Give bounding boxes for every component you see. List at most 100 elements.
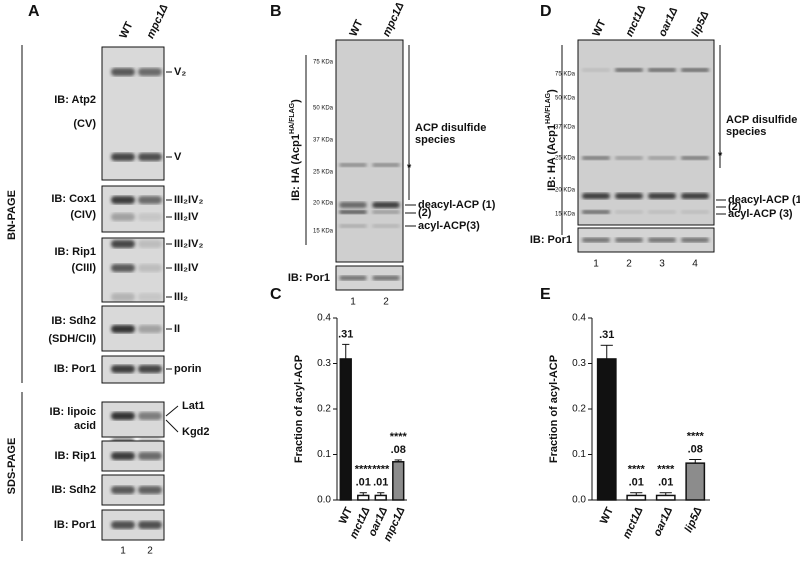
value-label: .01 xyxy=(373,477,388,489)
blot-band xyxy=(111,153,135,161)
section-label: BN-PAGE xyxy=(6,190,18,240)
marker-label: 50 KDa xyxy=(555,96,576,102)
value-label: .01 xyxy=(356,477,371,489)
y-label-part: ) xyxy=(546,89,558,93)
y-axis-label: Fraction of acyl-ACP xyxy=(293,355,305,463)
significance-label: **** xyxy=(355,464,373,476)
blot-band xyxy=(138,486,162,494)
band-label: II xyxy=(174,323,180,335)
y-label-part: HA/FLAG xyxy=(545,92,552,124)
blot-band xyxy=(648,68,676,72)
lane-label: lip5Δ xyxy=(689,10,711,39)
bar xyxy=(339,358,352,501)
blot-label: (SDH/CII) xyxy=(48,333,96,345)
lane-label: WT xyxy=(590,18,608,39)
blot-label: IB: Atp2 xyxy=(54,94,96,106)
blot-band xyxy=(615,193,643,199)
marker-label: 25 KDa xyxy=(313,170,334,176)
blot-band xyxy=(138,213,162,221)
significance-label: **** xyxy=(687,430,705,442)
band-label: V xyxy=(174,151,182,163)
lane-number: 1 xyxy=(120,546,126,557)
annotation: ACP disulfide xyxy=(415,122,486,134)
band-label: III₂IV₂ xyxy=(174,194,203,206)
x-tick-label: lip5Δ xyxy=(683,505,705,534)
annotation: species xyxy=(726,126,766,138)
significance-label: **** xyxy=(657,464,675,476)
annotation: species xyxy=(415,134,455,146)
blot-band xyxy=(138,68,162,76)
marker-label: 75 KDa xyxy=(313,60,334,66)
lane-number: 1 xyxy=(593,259,599,270)
annotation: acyl-ACP(3) xyxy=(418,220,480,232)
blot-band xyxy=(339,275,367,281)
y-tick-label: 0.3 xyxy=(317,358,331,369)
lane-label: WT xyxy=(347,18,365,39)
marker-label: 15 KDa xyxy=(555,212,576,218)
y-tick-label: 0.4 xyxy=(317,313,331,324)
blot-band xyxy=(111,213,135,221)
blot-band xyxy=(681,193,709,199)
blot-band xyxy=(138,521,162,529)
blot-band xyxy=(681,237,709,243)
lane-label: mpc1Δ xyxy=(144,3,170,41)
section-label: SDS-PAGE xyxy=(6,438,18,495)
bar xyxy=(655,494,676,501)
blot-band xyxy=(111,412,135,420)
blot xyxy=(335,39,404,263)
blot-band xyxy=(339,202,367,208)
value-label: .01 xyxy=(658,477,673,489)
blot-band xyxy=(372,163,400,167)
y-label-part: HA/FLAG xyxy=(289,102,296,134)
bar xyxy=(626,494,647,501)
blot-band xyxy=(372,275,400,281)
blot-band xyxy=(582,193,610,199)
bar xyxy=(685,462,706,501)
annotation: * xyxy=(407,162,412,174)
blot-band xyxy=(111,240,135,248)
band-label: V₂ xyxy=(174,66,186,78)
blot-label: IB: Por1 xyxy=(54,363,96,375)
blot-band xyxy=(138,365,162,373)
value-label: .31 xyxy=(599,329,614,341)
marker-label: 20 KDa xyxy=(555,188,576,194)
bar xyxy=(392,461,405,501)
band-label: III₂IV xyxy=(174,262,199,274)
blot-band xyxy=(681,210,709,214)
band-label: III₂IV₂ xyxy=(174,238,203,250)
significance-label: **** xyxy=(628,464,646,476)
annotation: deacyl-ACP (1) xyxy=(418,199,496,211)
marker-label: 75 KDa xyxy=(555,72,576,78)
annotation: deacyl-ACP (1) xyxy=(728,194,800,206)
value-label: .08 xyxy=(391,444,406,456)
blot-band xyxy=(111,196,135,204)
lane-label: mct1Δ xyxy=(623,3,648,38)
blot-band xyxy=(111,365,135,373)
band-bracket xyxy=(165,419,179,433)
blot-band xyxy=(372,202,400,208)
annotation: (2) xyxy=(728,201,742,213)
blot-band xyxy=(138,412,162,420)
blot-label: IB: Cox1 xyxy=(51,193,96,205)
marker-label: 20 KDa xyxy=(313,201,334,207)
loading-label: IB: Por1 xyxy=(288,272,330,284)
blot-band xyxy=(615,210,643,214)
blot-label: IB: Sdh2 xyxy=(51,484,96,496)
band-label: Lat1 xyxy=(182,400,205,412)
lane-number: 2 xyxy=(626,259,632,270)
blot-band xyxy=(615,156,643,160)
marker-label: 50 KDa xyxy=(313,106,334,112)
y-axis-label: Fraction of acyl-ACP xyxy=(548,355,560,463)
blot-band xyxy=(138,325,162,333)
blot-label: IB: Rip1 xyxy=(54,246,96,258)
value-label: .08 xyxy=(688,443,703,455)
y-tick-label: 0.4 xyxy=(572,313,586,324)
panel-letter: A xyxy=(28,3,40,20)
panel-letter: E xyxy=(540,286,551,303)
marker-label: 15 KDa xyxy=(313,229,334,235)
x-tick-label: WT xyxy=(337,505,355,526)
blot-band xyxy=(138,196,162,204)
panel-letter: B xyxy=(270,3,282,20)
blot-band xyxy=(111,325,135,333)
